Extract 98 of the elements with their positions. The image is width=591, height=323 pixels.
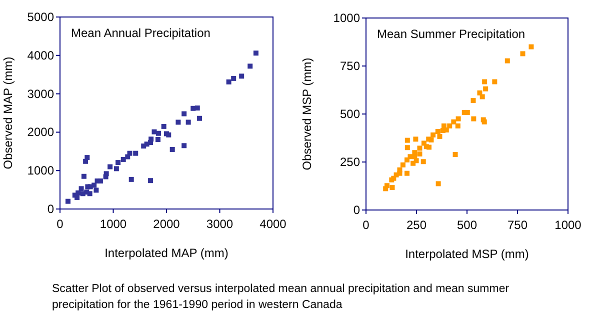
point: [84, 190, 90, 195]
point: [436, 181, 441, 186]
y-tick-label: 4000: [27, 48, 54, 62]
point: [520, 51, 526, 56]
point: [437, 134, 442, 139]
y-tick-label: 2000: [27, 125, 54, 140]
y-tick-label: 250: [340, 155, 360, 169]
point: [492, 79, 498, 84]
point: [428, 137, 434, 142]
y-axis-title: Observed MSP (mm): [300, 58, 314, 170]
text: Mean Annual Precipitation: [71, 26, 210, 40]
point: [182, 143, 187, 148]
x-axis-title: Interpolated MSP (mm): [405, 247, 529, 261]
point: [114, 166, 119, 172]
y-tick-label: 5000: [27, 10, 54, 24]
point: [125, 154, 130, 160]
point: [400, 162, 406, 168]
x-tick-label: 750: [507, 218, 528, 232]
point: [88, 184, 93, 190]
point: [404, 145, 410, 150]
point: [404, 157, 410, 162]
point: [417, 151, 422, 156]
point: [464, 110, 470, 115]
point: [452, 152, 458, 158]
point: [456, 116, 461, 122]
point: [103, 174, 108, 180]
point: [253, 50, 258, 56]
text: Mean Summer Precipitation: [377, 27, 526, 41]
point: [417, 146, 422, 151]
point: [239, 74, 244, 79]
point: [81, 174, 86, 179]
y-tick-label: 1000: [333, 11, 360, 25]
point: [83, 158, 88, 164]
x-tick-label: 1000: [554, 218, 582, 232]
x-tick-label: 1000: [100, 217, 127, 231]
point: [98, 178, 103, 184]
point: [128, 176, 134, 182]
point: [480, 94, 485, 100]
point: [404, 170, 410, 176]
point: [65, 198, 70, 204]
point: [248, 64, 253, 69]
point: [194, 106, 200, 111]
x-tick-label: 250: [406, 218, 427, 232]
point: [166, 132, 172, 138]
point: [397, 170, 402, 176]
x-tick-label: 2000: [153, 217, 180, 231]
point: [190, 106, 196, 111]
point: [74, 194, 80, 200]
point: [161, 124, 166, 129]
point: [414, 158, 419, 164]
x-tick-label: 3000: [206, 217, 234, 231]
point: [451, 119, 456, 124]
point: [78, 186, 84, 192]
y-tick-label: 3000: [27, 86, 54, 101]
point: [231, 76, 236, 81]
point: [404, 138, 410, 143]
point: [426, 144, 432, 150]
point: [528, 44, 534, 50]
point: [176, 120, 181, 125]
point: [435, 128, 440, 134]
y-axis-title: Observed MAP (mm): [1, 56, 15, 170]
point: [430, 132, 436, 138]
point: [141, 144, 146, 149]
point: [383, 186, 388, 192]
y-tick-label: 500: [340, 107, 360, 121]
point: [482, 79, 488, 84]
point: [226, 79, 232, 84]
point: [471, 116, 476, 122]
point: [455, 123, 460, 128]
y-tick-label: 0: [353, 203, 360, 217]
point: [483, 86, 488, 92]
point: [155, 136, 160, 142]
point: [413, 136, 418, 142]
y-tick-label: 0: [47, 202, 54, 216]
text: Scatter Plot of observed versus interpolated mean annual precipitation and mean summer precipitation for the 1961-1990 period in western Canada: [52, 283, 510, 311]
x-axis-title: Interpolated MAP (mm): [104, 246, 228, 260]
point: [447, 123, 452, 128]
point: [156, 130, 162, 136]
y-tick-label: 1000: [27, 164, 54, 178]
point: [148, 178, 154, 184]
point: [182, 111, 187, 116]
point: [108, 164, 113, 170]
x-tick-label: 0: [362, 218, 370, 232]
point: [170, 146, 175, 152]
x-tick-label: 500: [456, 218, 478, 232]
point: [94, 188, 99, 193]
point: [504, 58, 510, 64]
point: [420, 159, 426, 164]
point: [197, 116, 202, 121]
point: [186, 120, 191, 125]
point: [116, 160, 121, 166]
x-tick-label: 0: [56, 217, 64, 231]
x-tick-label: 4000: [260, 217, 287, 231]
point: [133, 150, 138, 156]
point: [390, 185, 395, 190]
y-tick-label: 750: [340, 59, 360, 73]
point: [120, 156, 126, 162]
point: [470, 98, 476, 104]
